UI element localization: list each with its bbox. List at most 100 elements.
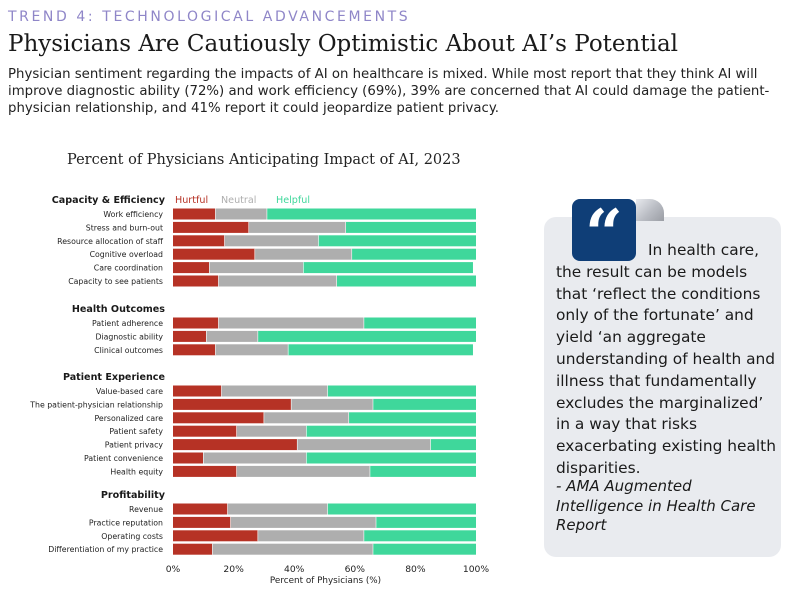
bar-label-cognitive-overload: Cognitive overload bbox=[90, 250, 163, 259]
bar-patient-adherence-helpful bbox=[363, 317, 476, 329]
bar-health-equity-neutral bbox=[236, 465, 370, 477]
bar-care-coordination-helpful bbox=[303, 262, 473, 274]
legend-hurtful: Hurtful bbox=[175, 195, 208, 206]
bar-care-coordination-neutral bbox=[209, 262, 304, 274]
bar-personalized-care-hurtful bbox=[173, 412, 264, 424]
bar-personalized-care-helpful bbox=[348, 412, 476, 424]
bar-label-patient-convenience: Patient convenience bbox=[84, 454, 163, 463]
bar-practice-reputation-neutral bbox=[230, 516, 377, 528]
bar-stress-and-burn-out-helpful bbox=[345, 221, 476, 233]
x-tick-4: 80% bbox=[405, 564, 426, 575]
bar-operating-costs-helpful bbox=[363, 530, 476, 542]
bar-the-patient-physician-relationship-hurtful bbox=[173, 398, 292, 410]
bar-cognitive-overload-neutral bbox=[254, 248, 352, 260]
bar-label-capacity-to-see-patients: Capacity to see patients bbox=[68, 277, 163, 286]
chart-title: Percent of Physicians Anticipating Impac… bbox=[67, 152, 461, 168]
bar-clinical-outcomes-helpful bbox=[288, 344, 473, 356]
bar-label-health-equity: Health equity bbox=[110, 467, 163, 476]
bar-label-personalized-care: Personalized care bbox=[94, 414, 163, 423]
quote-attribution: - AMA Augmented Intelligence in Health C… bbox=[556, 477, 756, 534]
bar-patient-privacy-hurtful bbox=[173, 439, 298, 451]
bar-resource-allocation-of-staff-hurtful bbox=[173, 235, 225, 247]
bar-patient-privacy-helpful bbox=[430, 439, 476, 451]
page-title: Physicians Are Cautiously Optimistic Abo… bbox=[8, 31, 679, 57]
bar-label-patient-safety: Patient safety bbox=[109, 427, 163, 436]
bar-diagnostic-ability-helpful bbox=[257, 330, 476, 342]
intro-paragraph: Physician sentiment regarding the impact… bbox=[8, 67, 770, 116]
bar-operating-costs-hurtful bbox=[173, 530, 258, 542]
bar-label-operating-costs: Operating costs bbox=[101, 532, 163, 541]
bar-stress-and-burn-out-hurtful bbox=[173, 221, 249, 233]
x-tick-1: 20% bbox=[223, 564, 244, 575]
bar-work-efficiency-neutral bbox=[215, 208, 267, 220]
stacked-bar-chart: Capacity & Efficiency Hurtful Neutral Helpf… bbox=[29, 195, 490, 586]
bar-clinical-outcomes-neutral bbox=[215, 344, 289, 356]
quote-mark-icon: “ bbox=[572, 199, 636, 269]
bar-patient-convenience-helpful bbox=[306, 452, 476, 464]
quote-body: In health care, the result can be models… bbox=[556, 241, 776, 477]
bar-label-diagnostic-ability: Diagnostic ability bbox=[95, 332, 163, 341]
bar-personalized-care-neutral bbox=[263, 412, 349, 424]
x-tick-3: 60% bbox=[345, 564, 366, 575]
bar-cognitive-overload-hurtful bbox=[173, 248, 255, 260]
bar-label-patient-adherence: Patient adherence bbox=[92, 319, 163, 328]
trend-eyebrow: TREND 4: TECHNOLOGICAL ADVANCEMENTS bbox=[8, 9, 411, 25]
x-tick-5: 100% bbox=[463, 564, 490, 575]
bar-label-the-patient-physician-relationship: The patient-physician relationship bbox=[29, 400, 163, 409]
bar-practice-reputation-helpful bbox=[376, 516, 476, 528]
bar-work-efficiency-helpful bbox=[266, 208, 476, 220]
bar-patient-adherence-neutral bbox=[218, 317, 364, 329]
bar-revenue-hurtful bbox=[173, 503, 228, 515]
bar-patient-privacy-neutral bbox=[297, 439, 431, 451]
bar-differentiation-of-my-practice-neutral bbox=[212, 543, 373, 555]
bar-differentiation-of-my-practice-helpful bbox=[372, 543, 476, 555]
x-tick-0: 0% bbox=[166, 564, 181, 575]
quote-card bbox=[544, 217, 781, 557]
bar-clinical-outcomes-hurtful bbox=[173, 344, 216, 356]
quote-text: In health care, the result can be models… bbox=[556, 240, 778, 480]
bar-label-care-coordination: Care coordination bbox=[94, 264, 163, 273]
group-label-patient-experience: Patient Experience bbox=[63, 372, 166, 383]
bar-value-based-care-hurtful bbox=[173, 385, 222, 397]
bar-resource-allocation-of-staff-neutral bbox=[224, 235, 319, 247]
bar-the-patient-physician-relationship-neutral bbox=[291, 398, 373, 410]
bar-patient-adherence-hurtful bbox=[173, 317, 219, 329]
bar-resource-allocation-of-staff-helpful bbox=[318, 235, 476, 247]
quote-badge-fold bbox=[636, 199, 664, 221]
group-label-health-outcomes: Health Outcomes bbox=[72, 304, 165, 315]
bar-the-patient-physician-relationship-helpful bbox=[372, 398, 476, 410]
bar-capacity-to-see-patients-hurtful bbox=[173, 275, 219, 287]
bar-patient-safety-hurtful bbox=[173, 425, 237, 437]
bar-label-stress-and-burn-out: Stress and burn-out bbox=[86, 223, 163, 232]
bar-diagnostic-ability-hurtful bbox=[173, 330, 207, 342]
bar-work-efficiency-hurtful bbox=[173, 208, 216, 220]
bar-patient-convenience-neutral bbox=[203, 452, 307, 464]
x-axis-label: Percent of Physicians (%) bbox=[270, 576, 381, 586]
bar-patient-safety-neutral bbox=[236, 425, 307, 437]
bar-capacity-to-see-patients-neutral bbox=[218, 275, 337, 287]
bar-practice-reputation-hurtful bbox=[173, 516, 231, 528]
bar-label-differentiation-of-my-practice: Differentiation of my practice bbox=[48, 545, 163, 554]
bar-label-work-efficiency: Work efficiency bbox=[103, 210, 163, 219]
bar-label-revenue: Revenue bbox=[129, 505, 163, 514]
bar-operating-costs-neutral bbox=[257, 530, 364, 542]
group-label-capacity-efficiency: Capacity & Efficiency bbox=[52, 195, 166, 206]
bar-value-based-care-helpful bbox=[327, 385, 476, 397]
bar-capacity-to-see-patients-helpful bbox=[336, 275, 476, 287]
bar-patient-convenience-hurtful bbox=[173, 452, 204, 464]
bar-label-practice-reputation: Practice reputation bbox=[89, 518, 163, 527]
bar-health-equity-hurtful bbox=[173, 465, 237, 477]
bar-label-patient-privacy: Patient privacy bbox=[105, 441, 164, 450]
bar-label-resource-allocation-of-staff: Resource allocation of staff bbox=[57, 237, 163, 246]
bar-patient-safety-helpful bbox=[306, 425, 476, 437]
bar-label-value-based-care: Value-based care bbox=[96, 387, 163, 396]
bar-diagnostic-ability-neutral bbox=[206, 330, 258, 342]
bar-revenue-helpful bbox=[327, 503, 476, 515]
bar-stress-and-burn-out-neutral bbox=[248, 221, 346, 233]
x-tick-2: 40% bbox=[284, 564, 305, 575]
bar-revenue-neutral bbox=[227, 503, 328, 515]
group-label-profitability: Profitability bbox=[101, 490, 166, 501]
bar-care-coordination-hurtful bbox=[173, 262, 210, 274]
legend-helpful: Helpful bbox=[276, 195, 310, 206]
legend-neutral: Neutral bbox=[221, 195, 256, 206]
